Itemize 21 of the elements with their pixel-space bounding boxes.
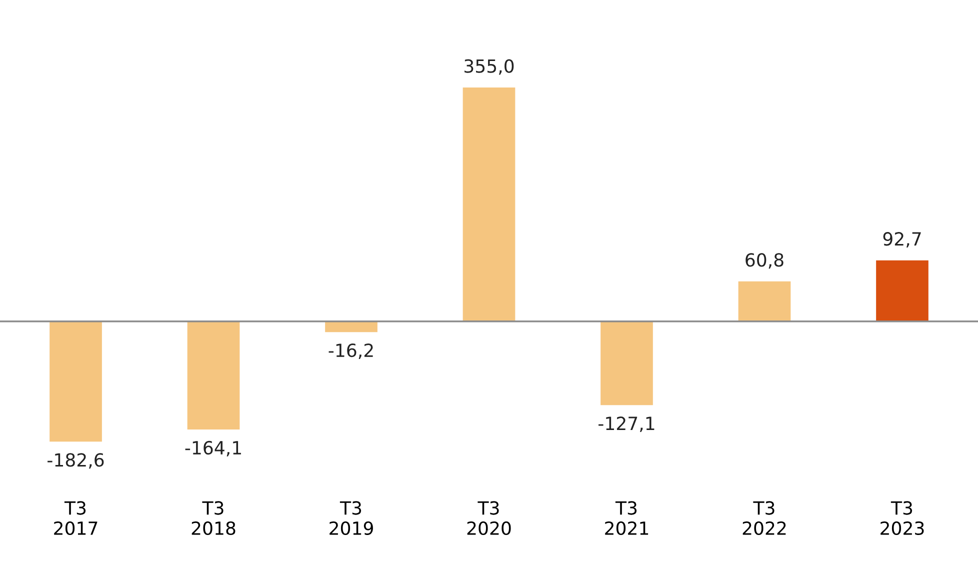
- bar: [50, 321, 102, 442]
- data-label: 92,7: [883, 232, 921, 248]
- data-label: -164,1: [185, 440, 241, 456]
- bar: [738, 281, 791, 322]
- data-label: -127,1: [598, 416, 654, 432]
- bar: [462, 88, 516, 322]
- data-label: 60,8: [746, 253, 784, 269]
- x-tick-label: T3 2018: [192, 501, 236, 536]
- x-tick-label: T3 2017: [54, 501, 98, 536]
- x-tick-label: T3 2022: [742, 501, 786, 536]
- x-tick-label: T3 2021: [605, 501, 648, 536]
- x-tick-label: T3 2020: [467, 501, 511, 536]
- bar: [600, 321, 653, 406]
- bar: [876, 260, 928, 322]
- x-tick-label: T3 2023: [880, 501, 924, 536]
- data-label: -182,6: [48, 453, 104, 469]
- data-label: 355,0: [464, 59, 514, 75]
- x-tick-label: T3 2019: [330, 501, 373, 536]
- bar: [325, 321, 378, 332]
- data-label: -16,2: [328, 343, 373, 359]
- bar: [187, 321, 240, 430]
